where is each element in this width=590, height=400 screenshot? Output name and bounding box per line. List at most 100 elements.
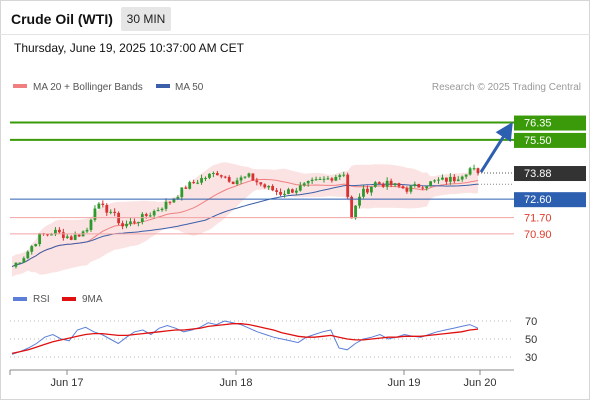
- candle-body: [168, 201, 172, 203]
- candle: [373, 180, 377, 188]
- candle: [425, 186, 429, 191]
- candle: [259, 182, 263, 187]
- candle-body: [456, 179, 460, 182]
- candle-body: [389, 180, 393, 186]
- support-label: 71.70: [524, 213, 552, 225]
- current-price-box: [514, 166, 586, 182]
- target-label-box: [514, 115, 586, 131]
- pivot-label: 72.60: [524, 194, 552, 206]
- candle-body: [445, 177, 448, 182]
- candle: [22, 256, 26, 263]
- candle: [34, 243, 38, 247]
- candle-body: [350, 196, 354, 219]
- candle: [366, 185, 369, 195]
- candle: [69, 235, 73, 241]
- candle-body: [30, 246, 34, 252]
- candle: [441, 174, 444, 181]
- candle: [302, 182, 306, 187]
- candle: [255, 177, 259, 186]
- candle-body: [358, 196, 361, 206]
- candle: [401, 185, 405, 190]
- candle: [196, 179, 200, 185]
- candle-body: [338, 175, 342, 177]
- candle: [26, 250, 30, 260]
- rsi-series-9ma: [11, 323, 479, 355]
- candle: [275, 188, 278, 196]
- candle: [192, 179, 196, 184]
- candle: [330, 177, 334, 183]
- candle: [57, 227, 61, 234]
- candle-body: [354, 205, 357, 219]
- candle-body: [212, 173, 215, 175]
- candle: [77, 234, 81, 238]
- candle: [148, 212, 152, 218]
- candle: [283, 190, 286, 198]
- candle: [227, 175, 231, 183]
- candle: [362, 185, 365, 199]
- candle: [168, 201, 172, 205]
- candle: [417, 183, 421, 188]
- candle-body: [109, 211, 113, 213]
- candle-body: [227, 177, 231, 182]
- candle-body: [136, 221, 140, 223]
- candle: [298, 181, 302, 192]
- candle: [452, 174, 456, 184]
- interval-button[interactable]: 30 MIN: [121, 7, 171, 31]
- candle-body: [231, 181, 235, 185]
- legend-swatch-ma50: [156, 84, 170, 88]
- candle: [409, 185, 413, 194]
- candle-body: [413, 184, 417, 186]
- level-73.88: 73.88: [478, 166, 586, 182]
- rsi-tick-label: 70: [525, 316, 537, 328]
- candle-body: [61, 232, 65, 238]
- legend-label-rsi: RSI: [33, 294, 50, 305]
- candle: [235, 177, 239, 186]
- legend-swatch-rsi: [13, 297, 27, 301]
- current-price-label: 73.88: [524, 168, 552, 180]
- candle: [30, 245, 34, 255]
- candle-body: [148, 215, 152, 217]
- candle: [136, 221, 140, 227]
- candle-body: [425, 186, 429, 189]
- candle: [326, 176, 330, 180]
- candle-body: [133, 221, 136, 223]
- candle: [472, 164, 476, 171]
- candle-body: [283, 193, 286, 195]
- candle: [358, 193, 361, 209]
- x-tick-label: Jun 19: [387, 377, 420, 389]
- candle-body: [452, 176, 456, 182]
- candle: [279, 188, 282, 197]
- candle: [456, 176, 460, 182]
- rsi-plot: 70 50 30: [10, 316, 537, 364]
- candle-body: [302, 183, 306, 186]
- legend-label-ma50: MA 50: [175, 82, 204, 93]
- candle-body: [93, 208, 97, 220]
- candle-body: [121, 223, 124, 227]
- ma20-line: [11, 178, 479, 268]
- candle-body: [346, 174, 350, 197]
- candle-body: [208, 173, 211, 178]
- header-divider: [0, 34, 590, 35]
- candle-body: [267, 186, 271, 188]
- price-levels: 76.35 75.50 73.88 72.60 71.70 70.90: [10, 115, 586, 241]
- candle-body: [69, 236, 73, 240]
- candle-body: [22, 258, 26, 263]
- candle: [433, 179, 436, 183]
- candle-body: [405, 188, 409, 192]
- candle-body: [34, 244, 38, 247]
- legend-label-ma20: MA 20 + Bollinger Bands: [33, 82, 143, 93]
- candle-body: [326, 178, 330, 180]
- candle: [184, 185, 188, 189]
- candle-body: [306, 181, 310, 184]
- x-axis: Jun 17 Jun 18 Jun 19 Jun 20: [9, 370, 497, 389]
- candle: [73, 231, 77, 241]
- candle-body: [57, 229, 61, 233]
- candle-body: [441, 177, 444, 180]
- target-label: 75.50: [524, 135, 552, 147]
- candle-body: [290, 189, 294, 193]
- x-tick: Jun 20: [463, 370, 497, 389]
- candle-body: [184, 187, 188, 189]
- candle: [413, 181, 417, 188]
- rsi-tick-label: 30: [525, 352, 537, 364]
- candle: [215, 170, 219, 176]
